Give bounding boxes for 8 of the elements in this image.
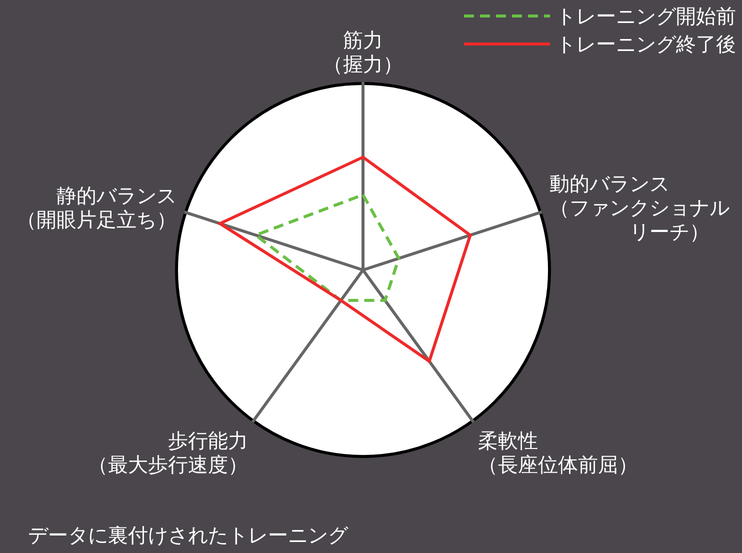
spoke-label: 柔軟性（長座位体前屈）: [478, 429, 638, 478]
spoke-label: 動的バランス（ファンクショナルリーチ）: [549, 172, 730, 244]
spoke-label: 静的バランス（開眼片足立ち）: [16, 184, 177, 232]
text: データに裏付けされたトレーニング: [28, 522, 348, 549]
legend-label: トレーニング終了後: [556, 30, 736, 58]
spoke-label: 筋力（握力）: [323, 28, 403, 76]
spoke-label: 歩行能力（最大歩行速度）: [88, 429, 248, 478]
legend-label: トレーニング開始前: [556, 2, 736, 30]
